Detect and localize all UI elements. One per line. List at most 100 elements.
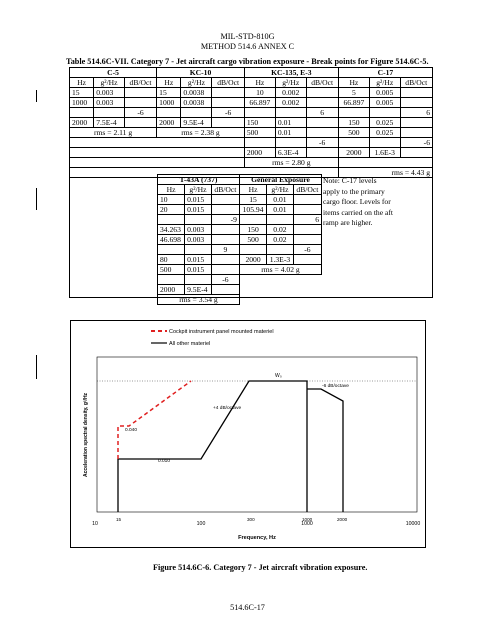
table-cell: 0.005 bbox=[368, 97, 401, 108]
table-cell bbox=[93, 107, 125, 118]
table-cell: 0.002 bbox=[274, 87, 307, 98]
plot-area bbox=[96, 356, 418, 513]
note-line: Note: C-17 levels bbox=[323, 176, 377, 185]
legend-label-other: All other materiel bbox=[169, 341, 210, 347]
table-cell: 2000 bbox=[243, 147, 276, 158]
label-0040: 0.040 bbox=[125, 427, 137, 433]
legend-label-cockpit: Cockpit instrument panel mounted materie… bbox=[169, 329, 274, 335]
rms-cell: rms = 4.43 g bbox=[337, 167, 434, 178]
table-cell bbox=[123, 97, 158, 108]
table-cell: 6 bbox=[305, 107, 339, 118]
table-cell bbox=[69, 147, 245, 158]
table-row: 46.698 0.003 500 0.02 bbox=[156, 234, 323, 245]
col-group-kc10: KC-10 bbox=[156, 67, 245, 78]
table-cell: 0.003 bbox=[93, 97, 125, 108]
table-cell: -6 bbox=[399, 137, 434, 148]
rms-cell: rms = 2.11 g bbox=[68, 127, 158, 138]
table-cell: 6 bbox=[399, 107, 434, 118]
table-cell bbox=[305, 147, 339, 158]
col-header-psd: g²/Hz bbox=[93, 77, 125, 88]
rms-cell: rms = 2.80 g bbox=[243, 157, 339, 168]
col-group-c17: C-17 bbox=[337, 67, 434, 78]
note-line: cargo floor. Levels for bbox=[323, 197, 391, 207]
table-row: 2000 6.3E-4 2000 1.6E-3 bbox=[69, 147, 434, 158]
table-cell: 10 bbox=[243, 87, 276, 98]
table-cell: 500 bbox=[243, 127, 276, 138]
col-group-kc135: KC-135, E-3 bbox=[243, 67, 339, 78]
table-cell bbox=[399, 147, 434, 158]
doc-header-method: METHOD 514.6 ANNEX C bbox=[200, 42, 295, 51]
col-header-db: dB/Oct bbox=[211, 77, 245, 88]
table-cell bbox=[123, 117, 158, 128]
y-axis-label: Acceleration spectral density, g²/Hz bbox=[83, 392, 89, 477]
table-cell: 0.01 bbox=[274, 117, 307, 128]
table-cell: 2000 bbox=[68, 117, 95, 128]
col-header-db: dB/Oct bbox=[399, 77, 434, 88]
freq-mark-300: 300 bbox=[247, 517, 255, 522]
table-cell: -6 bbox=[305, 137, 339, 148]
table-cell: 1000 bbox=[68, 97, 95, 108]
psd-figure: Cockpit instrument panel mounted materie… bbox=[83, 329, 420, 541]
table-cell: 1.6E-3 bbox=[368, 147, 401, 158]
table-row: 1000 0.003 1000 0.0038 66.897 0.002 66.8… bbox=[68, 97, 434, 108]
table-cell: 6.3E-4 bbox=[274, 147, 307, 158]
table-cell: 150 bbox=[243, 117, 276, 128]
table-cell: 0.025 bbox=[368, 127, 401, 138]
doc-header-standard: MIL-STD-810G bbox=[220, 32, 275, 41]
table-cell bbox=[69, 137, 245, 148]
table-cell: 2000 bbox=[337, 147, 370, 158]
table-cell: -6 bbox=[211, 107, 245, 118]
table-cell: 5 bbox=[337, 87, 370, 98]
table-cell: 2000 bbox=[156, 117, 182, 128]
label-0010: 0.010 bbox=[158, 458, 170, 464]
col-header-psd: g²/Hz bbox=[368, 77, 401, 88]
table-cell: 9.5E-4 bbox=[180, 117, 213, 128]
table-row: -6 -6 bbox=[69, 137, 434, 148]
col-header-db: dB/Oct bbox=[123, 77, 158, 88]
table-cell: 1000 bbox=[156, 97, 182, 108]
table-cell bbox=[305, 127, 339, 138]
table-cell bbox=[211, 117, 245, 128]
table-cell: 15 bbox=[156, 87, 182, 98]
col-header-hz: Hz bbox=[337, 77, 370, 88]
freq-mark-1000: 1000 bbox=[302, 517, 313, 522]
col-header-psd: g²/Hz bbox=[274, 77, 307, 88]
change-bar bbox=[36, 90, 37, 102]
table-cell bbox=[399, 87, 434, 98]
table-cell bbox=[211, 97, 245, 108]
table-cell bbox=[69, 157, 245, 168]
rms-cell: rms = 2.38 g bbox=[156, 127, 245, 138]
table-cell bbox=[399, 117, 434, 128]
note-line: apply to the primary bbox=[323, 186, 385, 196]
label-w0: W₀ bbox=[275, 373, 282, 379]
table-cell bbox=[368, 107, 401, 118]
table-cell bbox=[305, 87, 339, 98]
freq-mark-2000: 2000 bbox=[337, 517, 348, 522]
table-cell bbox=[368, 137, 401, 148]
table-cell bbox=[156, 107, 182, 118]
rms-cell: rms = 3.54 g bbox=[157, 294, 240, 305]
table-row: -6 -6 6 6 bbox=[68, 107, 434, 118]
table-cell bbox=[337, 137, 370, 148]
table-cell bbox=[337, 157, 434, 168]
table-note: Note: C-17 levels apply to the primary c… bbox=[323, 176, 393, 229]
table-cell bbox=[180, 107, 213, 118]
table-cell: 0.0038 bbox=[180, 87, 213, 98]
change-bar bbox=[36, 188, 37, 210]
table-cell bbox=[399, 97, 434, 108]
table-cell: 66.897 bbox=[337, 97, 370, 108]
table-cell: 0.002 bbox=[274, 97, 307, 108]
curve-other-materiel bbox=[117, 380, 308, 512]
table-cell bbox=[211, 87, 245, 98]
col-header-db: dB/Oct bbox=[305, 77, 339, 88]
x-axis-label: Frequency, Hz bbox=[238, 535, 276, 541]
table-cell: 66.897 bbox=[243, 97, 276, 108]
table-cell bbox=[243, 137, 276, 148]
breakpoint-table-lower: T-43A (737) General Exposure Hz g²/Hz dB… bbox=[156, 174, 323, 305]
table-cell: 0.01 bbox=[274, 127, 307, 138]
table-cell bbox=[305, 117, 339, 128]
breakpoint-table-upper: C-5 KC-10 KC-135, E-3 C-17 Hz g²/Hz dB/O… bbox=[68, 67, 434, 178]
note-line: items carried on the aft bbox=[323, 207, 394, 217]
rms-cell: rms = 4.02 g bbox=[238, 264, 323, 275]
table-caption: Table 514.6C-VII. Category 7 - Jet aircr… bbox=[66, 57, 429, 66]
